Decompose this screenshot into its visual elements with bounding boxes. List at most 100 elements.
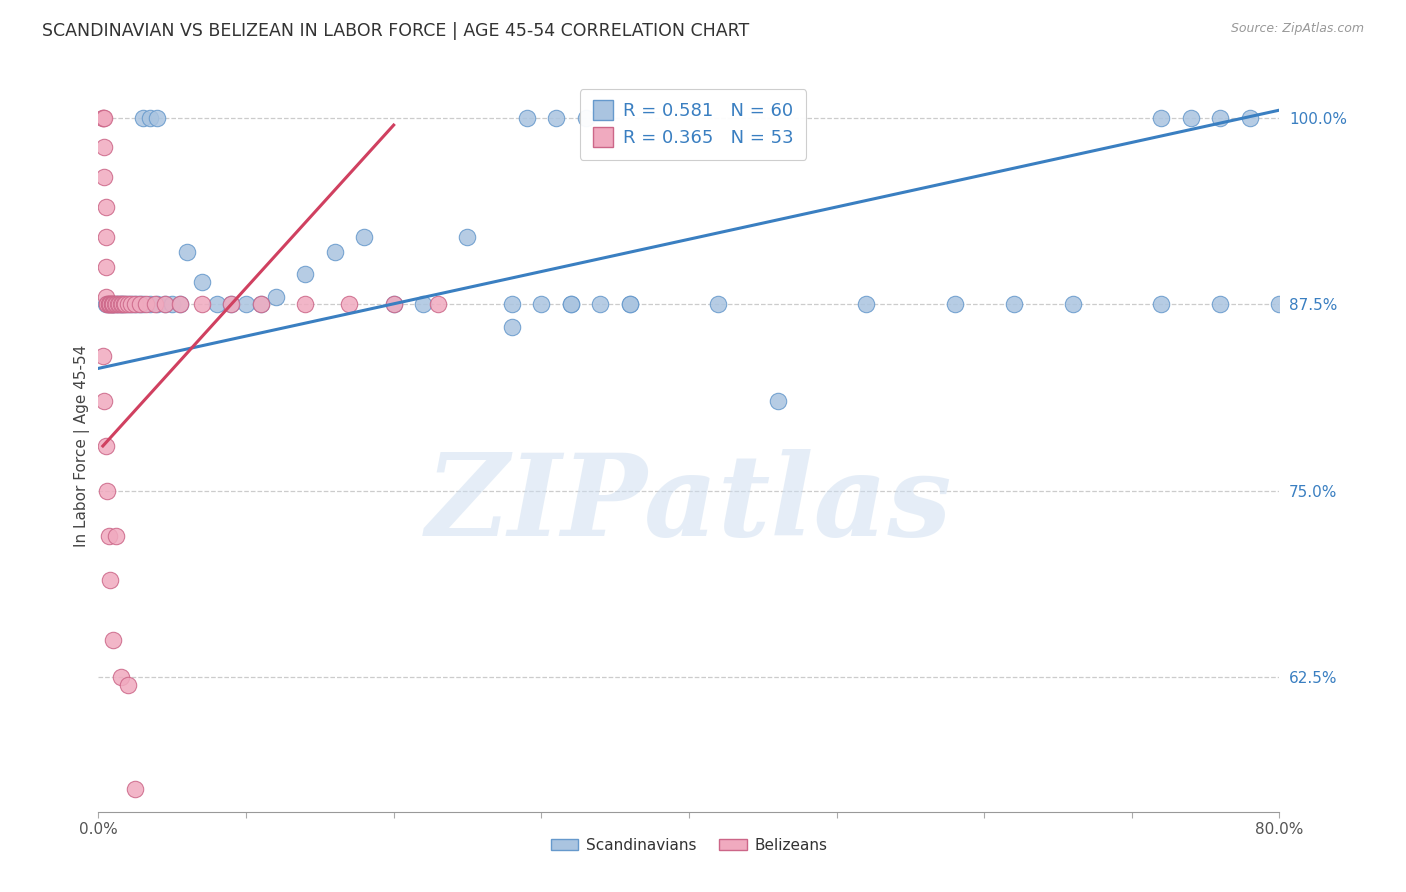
Point [122,297,145,311]
Point [114,297,136,311]
Point [855,297,877,311]
Point [221,297,243,311]
Point [294,268,316,282]
Point [205,297,228,311]
Point [139,111,162,125]
Point [117,678,139,692]
Point [110,297,132,311]
Point [294,297,316,311]
Point [117,297,139,311]
Point [105,297,128,311]
Point [575,111,598,125]
Point [103,297,125,311]
Point [146,111,169,125]
Point [91,111,114,125]
Point [103,297,125,311]
Point [93,170,115,185]
Point [1209,111,1232,125]
Point [382,297,405,311]
Point [111,297,134,311]
Point [128,297,150,311]
Point [100,297,122,311]
Point [323,244,346,259]
Point [97,297,120,311]
Point [94,439,117,453]
Point [125,297,148,311]
Point [382,297,405,311]
Point [1002,297,1025,311]
Point [107,297,129,311]
Point [94,260,117,274]
Point [120,297,142,311]
Point [589,297,612,311]
Point [1209,297,1232,311]
Point [93,140,115,154]
Point [94,230,117,244]
Point [530,297,553,311]
Text: Source: ZipAtlas.com: Source: ZipAtlas.com [1230,22,1364,36]
Point [103,297,125,311]
Point [104,297,127,311]
Point [91,111,114,125]
Point [619,297,641,311]
Point [146,297,169,311]
Point [546,111,568,125]
Legend: Scandinavians, Belizeans: Scandinavians, Belizeans [544,831,834,859]
Point [766,394,789,409]
Point [191,275,214,289]
Point [117,297,139,311]
Point [108,297,131,311]
Point [103,633,125,648]
Point [94,290,117,304]
Point [91,350,114,364]
Point [1180,111,1202,125]
Point [169,297,191,311]
Point [111,297,134,311]
Point [98,574,121,588]
Y-axis label: In Labor Force | Age 45-54: In Labor Force | Age 45-54 [75,345,90,547]
Point [124,297,146,311]
Point [132,297,155,311]
Point [191,297,214,311]
Point [1150,297,1173,311]
Point [112,297,135,311]
Point [110,670,132,684]
Point [221,297,243,311]
Point [100,297,122,311]
Point [94,200,117,214]
Point [153,297,176,311]
Point [96,483,118,498]
Point [943,297,966,311]
Point [619,297,641,311]
Point [339,297,361,311]
Point [107,297,129,311]
Point [560,297,582,311]
Point [353,230,375,244]
Point [1150,111,1173,125]
Point [516,111,538,125]
Point [412,297,434,311]
Point [1239,111,1261,125]
Point [250,297,273,311]
Point [501,297,523,311]
Point [93,394,115,409]
Point [457,230,479,244]
Point [97,297,120,311]
Point [1062,297,1084,311]
Point [560,297,582,311]
Point [427,297,450,311]
Point [96,297,118,311]
Point [105,297,128,311]
Text: ZIPatlas: ZIPatlas [426,449,952,560]
Point [105,528,128,542]
Point [132,111,155,125]
Point [264,290,287,304]
Point [1268,297,1291,311]
Point [501,319,523,334]
Point [176,244,198,259]
Point [96,297,118,311]
Point [135,297,157,311]
Point [143,297,166,311]
Point [114,297,136,311]
Point [98,297,121,311]
